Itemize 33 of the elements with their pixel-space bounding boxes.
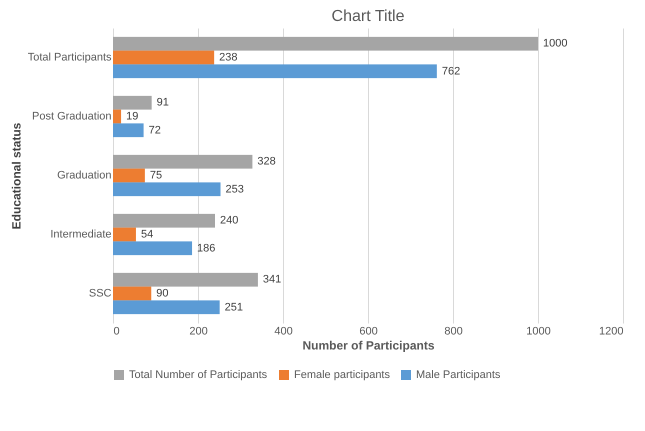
x-tick-label: 800 xyxy=(444,326,463,338)
data-label: 251 xyxy=(224,301,244,314)
legend-label: Female participants xyxy=(294,369,390,381)
data-label: 75 xyxy=(150,170,162,182)
data-label: 762 xyxy=(442,65,460,78)
chart-title: Chart Title xyxy=(332,8,405,25)
data-label: 238 xyxy=(219,52,238,64)
y-tick-label: Post Graduation xyxy=(32,110,112,122)
y-tick-label: Graduation xyxy=(57,170,112,182)
data-label: 72 xyxy=(148,124,161,136)
x-tick-label: 600 xyxy=(359,326,378,338)
y-tick-label: Total Participants xyxy=(28,52,112,64)
x-tick-label: 1200 xyxy=(599,326,624,338)
data-label: 91 xyxy=(156,96,169,109)
x-tick-label: 200 xyxy=(189,326,208,338)
x-tick-label: 400 xyxy=(274,326,293,338)
data-label: 186 xyxy=(197,242,216,254)
data-label: 328 xyxy=(257,156,276,168)
x-tick-label: 1000 xyxy=(526,326,551,338)
x-axis-title: Number of Participants xyxy=(302,338,435,352)
legend-label: Total Number of Participants xyxy=(129,369,268,381)
y-tick-label: SSC xyxy=(88,288,112,300)
legend-label: Male Participants xyxy=(416,369,501,381)
data-label: 341 xyxy=(262,274,282,286)
x-tick-label: 0 xyxy=(114,326,120,338)
y-tick-label: Intermediate xyxy=(50,228,112,240)
data-label: 1000 xyxy=(543,38,568,50)
data-label: 253 xyxy=(226,183,244,196)
data-label: 54 xyxy=(140,228,154,240)
data-label: 90 xyxy=(156,288,168,300)
data-label: 19 xyxy=(126,110,138,122)
y-axis-title: Educational status xyxy=(10,122,24,230)
data-label: 240 xyxy=(220,214,238,227)
